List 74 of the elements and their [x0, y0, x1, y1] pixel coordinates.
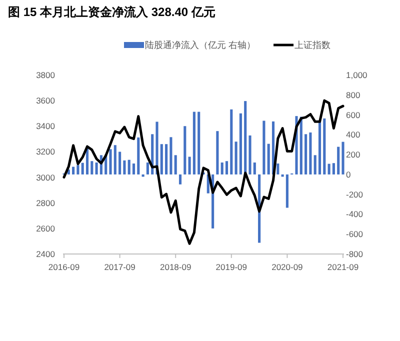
bar: [188, 156, 191, 174]
bar: [248, 135, 252, 174]
line-series: [62, 99, 344, 245]
y2-tick-label: 400: [346, 130, 360, 140]
y2-tick-label: 1,000: [346, 70, 368, 80]
y2-tick-label: 800: [346, 90, 360, 100]
bar: [244, 101, 247, 174]
y-tick-label: 3200: [36, 146, 56, 157]
chart-title: 图 15 本月北上资金净流入 328.40 亿元: [8, 5, 216, 19]
y-tick-label: 3400: [36, 121, 56, 132]
y2-tick-label: 200: [346, 150, 360, 160]
y-tick-label: 2600: [36, 223, 56, 234]
y2-tick-label: -600: [346, 229, 364, 240]
bar: [137, 137, 140, 174]
bar: [174, 155, 177, 174]
bar: [239, 113, 242, 174]
bar: [95, 162, 98, 174]
bar: [128, 160, 130, 174]
bar: [332, 163, 335, 174]
bar: [86, 148, 89, 174]
bar: [184, 126, 186, 174]
bar: [114, 145, 116, 174]
legend-label: 上证指数: [294, 40, 331, 50]
bar: [318, 120, 322, 174]
bar: [342, 142, 344, 174]
bar: [300, 116, 302, 174]
x-tick-label: 2016-09: [48, 262, 80, 272]
bar: [109, 149, 112, 174]
bar: [123, 160, 126, 174]
bar: [314, 155, 316, 174]
y2-tick-label: -400: [346, 209, 364, 220]
bar: [220, 162, 224, 174]
bar: [72, 166, 75, 174]
bar: [262, 120, 266, 174]
bar: [165, 144, 168, 174]
bar: [276, 164, 280, 174]
bar: [146, 162, 149, 174]
y2-tick-label: 0: [346, 169, 351, 180]
y-tick-label: 2400: [36, 249, 56, 259]
y-tick-label: 3800: [36, 70, 56, 80]
legend-label: 陆股通净流入（亿元 右轴）: [145, 40, 256, 50]
bar: [90, 161, 94, 174]
bar: [76, 165, 80, 174]
bar: [323, 118, 326, 174]
bar: [253, 162, 256, 174]
bar: [328, 164, 330, 174]
bar: [304, 134, 308, 174]
x-tick-label: 2019-09: [216, 262, 248, 272]
bar: [132, 164, 136, 174]
x-tick-label: 2021-09: [327, 262, 359, 272]
x-tick-label: 2020-09: [272, 262, 304, 272]
bar: [192, 112, 196, 174]
bar: [198, 112, 200, 174]
bar: [309, 132, 312, 174]
bar: [267, 144, 270, 174]
y2-tick-label: -200: [346, 189, 364, 200]
bar: [230, 109, 233, 174]
y-tick-label: 3000: [36, 172, 56, 182]
y2-tick-label: -800: [346, 249, 364, 259]
bar: [81, 162, 84, 174]
bar: [170, 137, 172, 174]
bar: [286, 174, 288, 208]
y2-tick-label: 600: [346, 110, 360, 120]
y-tick-label: 2800: [36, 198, 56, 208]
bar: [216, 131, 219, 174]
bar: [178, 174, 182, 184]
x-tick-label: 2018-09: [160, 262, 192, 272]
y-tick-label: 3600: [36, 96, 56, 106]
x-tick-label: 2017-09: [104, 262, 136, 272]
bar: [234, 142, 238, 174]
bar: [225, 161, 228, 174]
bar: [118, 152, 122, 174]
bar: [160, 144, 163, 174]
bar: [337, 146, 340, 174]
